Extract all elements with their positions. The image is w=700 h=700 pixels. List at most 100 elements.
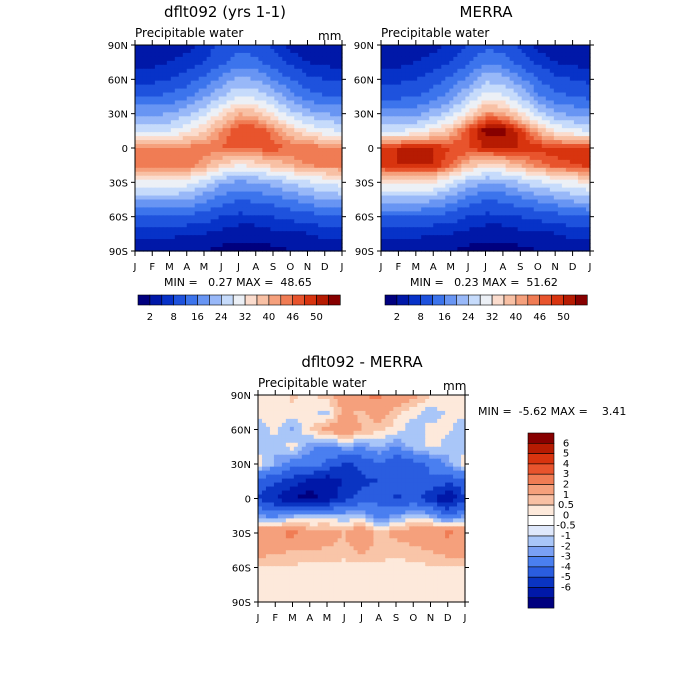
heatmap-cell <box>433 60 438 66</box>
heatmap-cell <box>258 132 263 137</box>
heatmap-cell <box>505 128 511 133</box>
heatmap-cell <box>521 64 527 70</box>
heatmap-cell <box>278 140 283 145</box>
heatmap-cell <box>517 108 523 113</box>
heatmap-cell <box>206 132 212 137</box>
heatmap-cell <box>226 215 232 220</box>
heatmap-cell <box>178 88 184 94</box>
heatmap-cell <box>330 80 335 86</box>
heatmap-cell <box>246 171 252 177</box>
heatmap-cell <box>577 124 583 129</box>
heatmap-cell <box>577 128 583 133</box>
heatmap-cell <box>457 108 462 113</box>
heatmap-cell <box>521 92 527 98</box>
heatmap-cell <box>154 76 160 82</box>
heatmap-cell <box>258 215 263 220</box>
heatmap-cell <box>493 112 499 117</box>
heatmap-cell <box>409 159 414 165</box>
heatmap-cell <box>573 128 579 133</box>
heatmap-cell <box>465 155 471 161</box>
heatmap-cell <box>318 68 323 74</box>
heatmap-cell <box>298 48 303 54</box>
heatmap-cell <box>135 171 140 177</box>
heatmap-cell <box>449 151 454 157</box>
heatmap-cell <box>270 191 275 197</box>
heatmap-cell <box>569 199 575 205</box>
heatmap-cell <box>266 151 271 157</box>
heatmap-cell <box>469 171 475 177</box>
heatmap-cell <box>509 76 515 82</box>
heatmap-cell <box>461 124 466 129</box>
heatmap-cell <box>182 104 188 109</box>
heatmap-cell <box>242 80 248 86</box>
heatmap-cell <box>322 140 327 145</box>
heatmap-cell <box>162 187 168 193</box>
heatmap-cell <box>485 159 491 165</box>
heatmap-cell <box>190 151 196 157</box>
heatmap-cell <box>465 68 471 74</box>
heatmap-cell <box>453 128 458 133</box>
heatmap-cell <box>397 155 402 161</box>
heatmap-cell <box>409 207 414 212</box>
heatmap-cell <box>174 148 180 153</box>
heatmap-cell <box>505 132 511 137</box>
heatmap-cell <box>461 104 466 109</box>
heatmap-cell <box>585 45 591 50</box>
heatmap-cell <box>166 56 172 62</box>
heatmap-cell <box>322 45 327 50</box>
heatmap-cell <box>198 207 204 212</box>
heatmap-cell <box>457 64 462 70</box>
heatmap-cell <box>302 100 307 106</box>
heatmap-cell <box>138 215 144 220</box>
heatmap-cell <box>146 84 152 90</box>
heatmap-cell <box>557 151 563 157</box>
heatmap-cell <box>158 155 164 161</box>
heatmap-cell <box>318 124 323 129</box>
heatmap-cell <box>429 88 434 94</box>
heatmap-cell <box>226 175 232 181</box>
heatmap-cell <box>409 64 414 70</box>
heatmap-cell <box>433 207 438 212</box>
heatmap-cell <box>421 76 426 82</box>
heatmap-cell <box>481 76 487 82</box>
heatmap-cell <box>525 136 531 141</box>
heatmap-cell <box>262 52 267 58</box>
heatmap-cell <box>294 203 299 209</box>
heatmap-cell <box>238 207 244 212</box>
heatmap-cell <box>202 211 208 216</box>
heatmap-cell <box>326 128 331 133</box>
heatmap-cell <box>310 223 315 228</box>
heatmap-cell <box>397 120 402 125</box>
heatmap-cell <box>529 183 535 189</box>
heatmap-cell <box>326 175 331 181</box>
heatmap-cell <box>214 92 220 98</box>
heatmap-cell <box>433 100 438 106</box>
heatmap-cell <box>210 231 216 236</box>
heatmap-cell <box>135 219 140 224</box>
heatmap-cell <box>445 179 450 185</box>
heatmap-cell <box>266 148 271 153</box>
heatmap-cell <box>449 120 454 125</box>
heatmap-cell <box>302 223 307 228</box>
heatmap-cell <box>541 76 547 82</box>
heatmap-cell <box>306 136 311 141</box>
heatmap-cell <box>421 151 426 157</box>
heatmap-cell <box>246 148 252 153</box>
heatmap-cell <box>493 159 499 165</box>
heatmap-cell <box>533 159 539 165</box>
heatmap-cell <box>413 72 418 78</box>
heatmap-cell <box>565 88 571 94</box>
heatmap-cell <box>334 211 339 216</box>
heatmap-cell <box>158 45 164 50</box>
heatmap-cell <box>389 112 394 117</box>
heatmap-cell <box>413 124 418 129</box>
heatmap-cell <box>521 76 527 82</box>
heatmap-cell <box>266 155 271 161</box>
heatmap-cell <box>246 64 252 70</box>
heatmap-cell <box>282 120 287 125</box>
heatmap-cell <box>282 167 287 173</box>
heatmap-cell <box>326 96 331 102</box>
heatmap-cell <box>222 100 228 106</box>
heatmap-cell <box>453 140 458 145</box>
heatmap-cell <box>282 124 287 129</box>
